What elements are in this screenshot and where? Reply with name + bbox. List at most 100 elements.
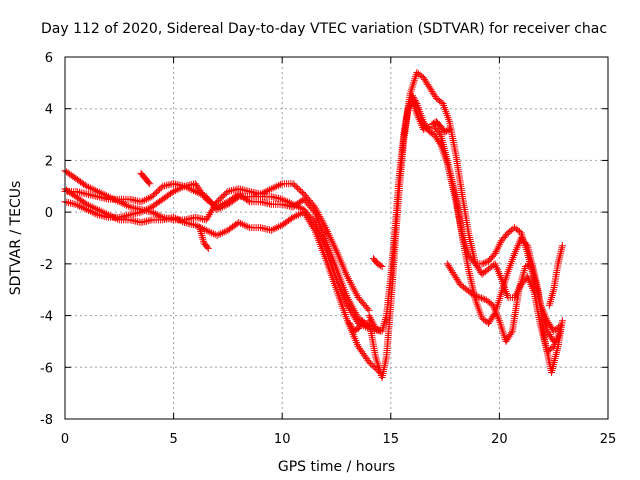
x-tick-label: 10 (274, 432, 291, 447)
data-point (170, 187, 178, 195)
data-point (267, 185, 275, 193)
data-point (292, 183, 300, 191)
data-point (377, 262, 385, 270)
data-point (92, 210, 100, 218)
data-point (423, 124, 431, 132)
data-point (289, 180, 297, 188)
data-point (146, 180, 154, 188)
data-point (364, 305, 372, 313)
data-point (137, 198, 145, 206)
data-point (356, 321, 364, 329)
data-point (218, 200, 226, 208)
data-point (298, 189, 306, 197)
data-point (291, 181, 299, 189)
data-point (271, 183, 279, 191)
data-point (144, 194, 152, 202)
data-point (153, 211, 161, 219)
data-point (175, 216, 183, 224)
data-point (481, 259, 489, 267)
data-point (354, 325, 362, 332)
y-tick-labels: -8 -6 -4 -2 0 2 4 6 (40, 51, 53, 428)
data-point (215, 231, 223, 239)
data-point (217, 230, 225, 238)
data-point (547, 295, 555, 303)
y-tick-label: 0 (45, 206, 53, 221)
data-point (275, 223, 283, 231)
series-track-l (137, 169, 154, 188)
data-point (216, 195, 224, 203)
data-point (112, 214, 120, 222)
data-point (346, 321, 354, 329)
data-point (83, 182, 91, 190)
series-track-b (61, 185, 384, 376)
data-point (479, 295, 487, 303)
data-point (419, 125, 427, 133)
data-point (139, 207, 147, 215)
data-point (359, 317, 367, 325)
series-track-j (369, 255, 386, 270)
data-point (209, 230, 217, 238)
data-point (350, 327, 358, 335)
data-point (88, 185, 96, 193)
data-point (202, 216, 210, 224)
data-point (137, 208, 145, 216)
data-point (121, 200, 129, 208)
data-point (191, 221, 199, 229)
data-point (124, 202, 132, 210)
data-point (141, 206, 149, 214)
data-point (238, 220, 246, 228)
data-point (177, 184, 185, 192)
y-axis-title: SDTVAR / TECUs (8, 181, 24, 296)
data-point (244, 223, 252, 231)
data-point (481, 295, 489, 303)
data-point (480, 259, 488, 267)
data-point (206, 228, 214, 236)
data-point (179, 183, 187, 191)
data-point (297, 187, 305, 195)
data-point (173, 215, 181, 223)
data-point (374, 260, 382, 268)
data-point (358, 318, 366, 326)
data-point (522, 240, 530, 248)
data-point (204, 212, 212, 220)
data-point (525, 261, 533, 269)
data-point (190, 187, 198, 195)
data-point (86, 184, 94, 192)
data-point (444, 126, 452, 134)
data-point (197, 229, 205, 237)
series-track-i (545, 242, 566, 309)
y-tick-label: 6 (45, 51, 53, 66)
data-point (441, 128, 449, 136)
data-point (269, 184, 277, 192)
data-point (367, 360, 375, 368)
data-point (150, 209, 158, 217)
data-point (266, 186, 274, 194)
data-point (427, 129, 435, 137)
data-point (443, 127, 451, 135)
data-point (473, 292, 481, 300)
data-point (262, 187, 270, 195)
data-point (309, 217, 317, 225)
series-track-n (346, 317, 367, 335)
data-point (177, 217, 185, 225)
data-point (220, 228, 228, 236)
data-point (357, 320, 365, 328)
data-point (75, 202, 83, 210)
y-tick-label: -2 (40, 258, 53, 273)
data-point (269, 225, 277, 233)
grid (65, 57, 608, 419)
data-point (546, 299, 554, 307)
x-tick-label: 15 (383, 432, 400, 447)
data-point (208, 207, 216, 215)
data-point (141, 196, 149, 204)
y-tick-label: 2 (45, 154, 53, 169)
data-point (142, 195, 150, 203)
chart-title: Day 112 of 2020, Sidereal Day-to-day VTE… (41, 21, 607, 37)
data-point (294, 211, 302, 219)
data-point (170, 213, 178, 221)
data-point (152, 210, 159, 218)
data-point (215, 202, 223, 210)
data-point (123, 201, 131, 209)
data-point (112, 196, 120, 204)
